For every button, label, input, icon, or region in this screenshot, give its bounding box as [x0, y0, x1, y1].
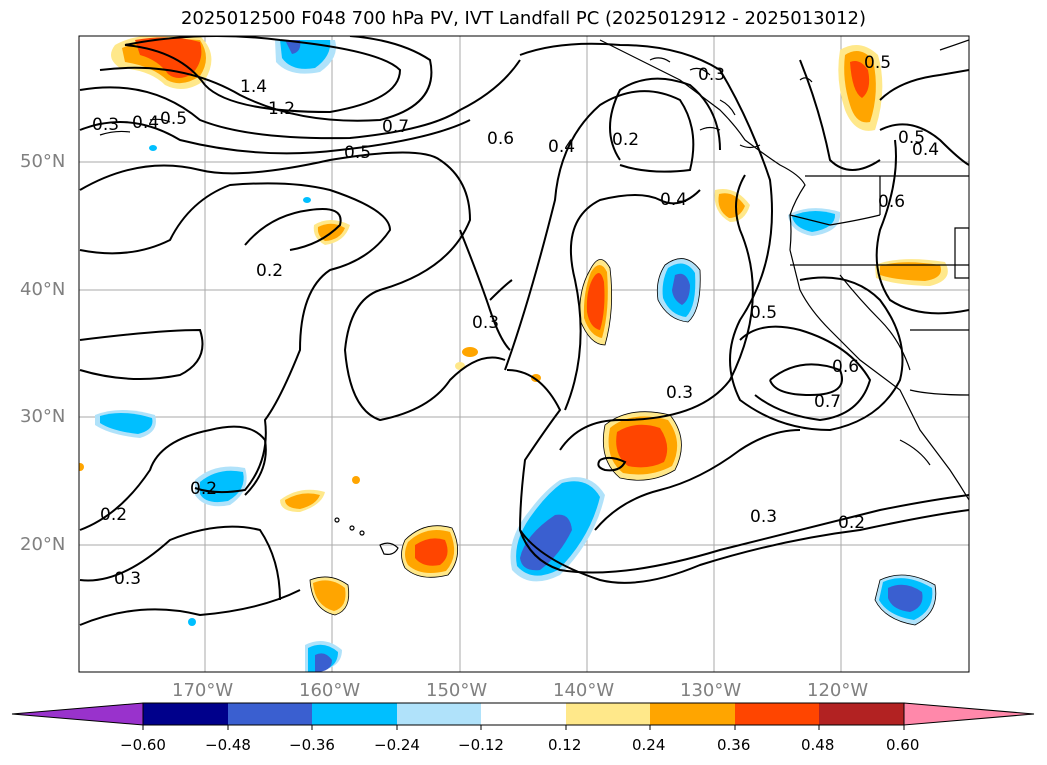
colorbar-tick-label: 0.60 — [886, 736, 920, 754]
contour-label: 0.3 — [698, 65, 725, 85]
colorbar-tick-label: −0.48 — [205, 736, 251, 754]
lon-label: 170°W — [172, 680, 234, 701]
contour-label: 0.5 — [750, 303, 777, 323]
colorbar-tick-label: 0.48 — [801, 736, 835, 754]
colorbar-segment — [481, 703, 566, 725]
colorbar-tick-label: −0.60 — [120, 736, 166, 754]
pv-fill-positive — [313, 580, 346, 611]
lat-label: 20°N — [20, 534, 66, 555]
pv-fill-negative — [303, 197, 311, 203]
pv-fill-negative — [149, 145, 157, 151]
pv-fill-outlines — [309, 258, 937, 626]
contour-label: 0.4 — [548, 137, 575, 157]
contour-label: 0.5 — [344, 143, 371, 163]
contour-label: 0.3 — [472, 313, 499, 333]
colorbar-extend-high — [903, 702, 1035, 726]
colorbar-tick-label: −0.36 — [289, 736, 335, 754]
pv-fill-positive — [352, 476, 360, 484]
pv-fill-positive — [462, 347, 478, 357]
map-title: 2025012500 F048 700 hPa PV, IVT Landfall… — [180, 8, 867, 29]
colorbar-segment — [819, 703, 904, 725]
contour-label: 1.4 — [240, 77, 267, 97]
contour-label: 0.4 — [660, 190, 687, 210]
lat-label: 30°N — [20, 406, 66, 427]
lon-label: 140°W — [553, 680, 615, 701]
pv-fill-positive — [79, 463, 84, 471]
contour-label: 0.3 — [750, 507, 777, 527]
pv-fill-positive — [880, 262, 941, 281]
colorbar-segment — [735, 703, 819, 725]
colorbar-segment — [650, 703, 735, 725]
pv-fill-negative — [888, 584, 923, 612]
pv-fill-negative — [672, 273, 690, 305]
contour-label: 0.2 — [612, 130, 639, 150]
colorbar — [11, 702, 1035, 730]
colorbar-segment — [397, 703, 481, 725]
contour-label: 0.4 — [912, 140, 939, 160]
contour-label: 0.6 — [878, 192, 905, 212]
map-frame — [78, 35, 970, 673]
pv-anomaly-fills — [79, 36, 948, 672]
lat-label: 40°N — [20, 279, 66, 300]
pv-fill-positive — [285, 493, 320, 509]
pv-fill-negative — [200, 470, 244, 503]
colorbar-segment — [228, 703, 312, 725]
islands — [99, 118, 399, 555]
pv-fill-positive — [531, 374, 541, 382]
lon-label: 130°W — [680, 680, 742, 701]
pv-fill-positive — [616, 424, 668, 468]
colorbar-tick-label: −0.24 — [374, 736, 420, 754]
pv-fill-negative — [520, 514, 572, 571]
contour-label: 0.4 — [132, 113, 159, 133]
pv-fill-positive — [415, 538, 448, 566]
contour-label: 1.2 — [268, 99, 295, 119]
pv-fill-negative — [100, 412, 153, 434]
contour-label: 0.6 — [487, 129, 514, 149]
colorbar-extend-low — [11, 702, 144, 726]
coastline — [599, 39, 969, 501]
contour-label: 0.7 — [382, 117, 409, 137]
contour-label: 0.2 — [838, 513, 865, 533]
colorbar-tick-label: 0.12 — [548, 736, 582, 754]
contour-label: 0.7 — [814, 392, 841, 412]
colorbar-tick-label: −0.12 — [458, 736, 504, 754]
lon-label: 160°W — [299, 680, 361, 701]
lon-label: 120°W — [807, 680, 869, 701]
pv-fill-negative — [188, 618, 196, 626]
contour-label: 0.3 — [92, 115, 119, 135]
pv-fill-positive — [135, 37, 202, 78]
contour-label: 0.6 — [832, 357, 859, 377]
ivt-contours — [79, 36, 969, 626]
pv-fill-positive — [586, 272, 605, 330]
contour-label: 0.3 — [666, 383, 693, 403]
contour-label: 0.2 — [190, 479, 217, 499]
lon-label: 150°W — [426, 680, 488, 701]
pv-fill-negative — [285, 40, 301, 54]
contour-label: 0.5 — [160, 109, 187, 129]
contour-label: 0.5 — [898, 128, 925, 148]
colorbar-segment — [566, 703, 650, 725]
contour-label: 0.3 — [114, 569, 141, 589]
colorbar-tick-label: 0.24 — [632, 736, 666, 754]
lat-label: 50°N — [20, 151, 66, 172]
pv-fill-positive — [718, 193, 745, 218]
contour-label: 0.2 — [256, 261, 283, 281]
contour-label: 0.2 — [100, 505, 127, 525]
colorbar-segment — [312, 703, 397, 725]
colorbar-segment — [143, 703, 228, 725]
pv-fill-positive — [850, 61, 870, 98]
contour-label: 0.5 — [864, 53, 891, 73]
contour-labels: 1.4 1.2 0.7 0.5 0.6 0.4 0.2 0.3 0.4 0.2 … — [92, 53, 939, 589]
pv-fill-negative — [315, 653, 332, 672]
colorbar-tick-label: 0.36 — [717, 736, 751, 754]
